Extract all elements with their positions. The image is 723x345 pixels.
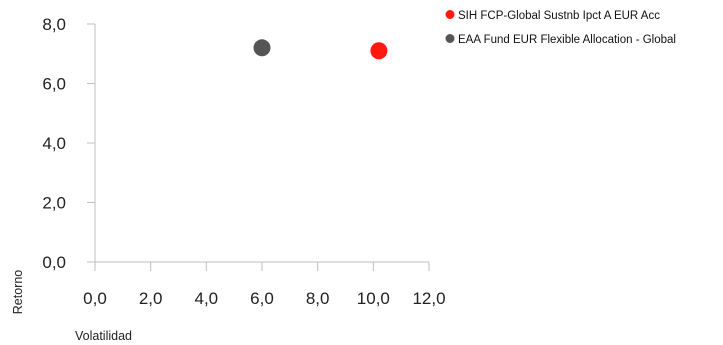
legend-label: EAA Fund EUR Flexible Allocation - Globa… <box>458 34 676 46</box>
x-axis <box>94 261 430 271</box>
y-tick-label: 8,0 <box>42 15 66 34</box>
x-tick-label: 6,0 <box>250 289 274 308</box>
x-tick-label: 8,0 <box>306 289 330 308</box>
x-axis-title: Volatilidad <box>75 329 132 343</box>
y-tick-labels: 0,0 2,0 4,0 6,0 8,0 <box>42 15 66 272</box>
data-points <box>253 39 388 60</box>
y-tick-label: 2,0 <box>42 194 66 213</box>
legend-label: SIH FCP-Global Sustnb Ipct A EUR Acc <box>458 10 660 22</box>
legend-marker <box>445 10 455 19</box>
x-tick-label: 0,0 <box>83 289 107 308</box>
y-tick-label: 6,0 <box>42 75 66 94</box>
y-axis-title: Retorno <box>11 270 25 315</box>
legend-item: SIH FCP-Global Sustnb Ipct A EUR Acc <box>445 10 660 22</box>
x-tick-label: 4,0 <box>195 289 219 308</box>
y-axis <box>87 23 96 263</box>
x-tick-label: 10,0 <box>357 289 390 308</box>
data-point <box>253 39 271 57</box>
legend-marker <box>445 34 455 43</box>
x-tick-labels: 0,0 2,0 4,0 6,0 8,0 10,0 12,0 <box>83 289 445 308</box>
data-point <box>370 42 388 60</box>
x-tick-label: 12,0 <box>412 289 445 308</box>
x-tick-label: 2,0 <box>139 289 163 308</box>
y-tick-label: 0,0 <box>42 253 66 272</box>
legend-item: EAA Fund EUR Flexible Allocation - Globa… <box>445 34 676 46</box>
legend: SIH FCP-Global Sustnb Ipct A EUR Acc EAA… <box>445 10 676 46</box>
y-tick-label: 4,0 <box>42 134 66 153</box>
